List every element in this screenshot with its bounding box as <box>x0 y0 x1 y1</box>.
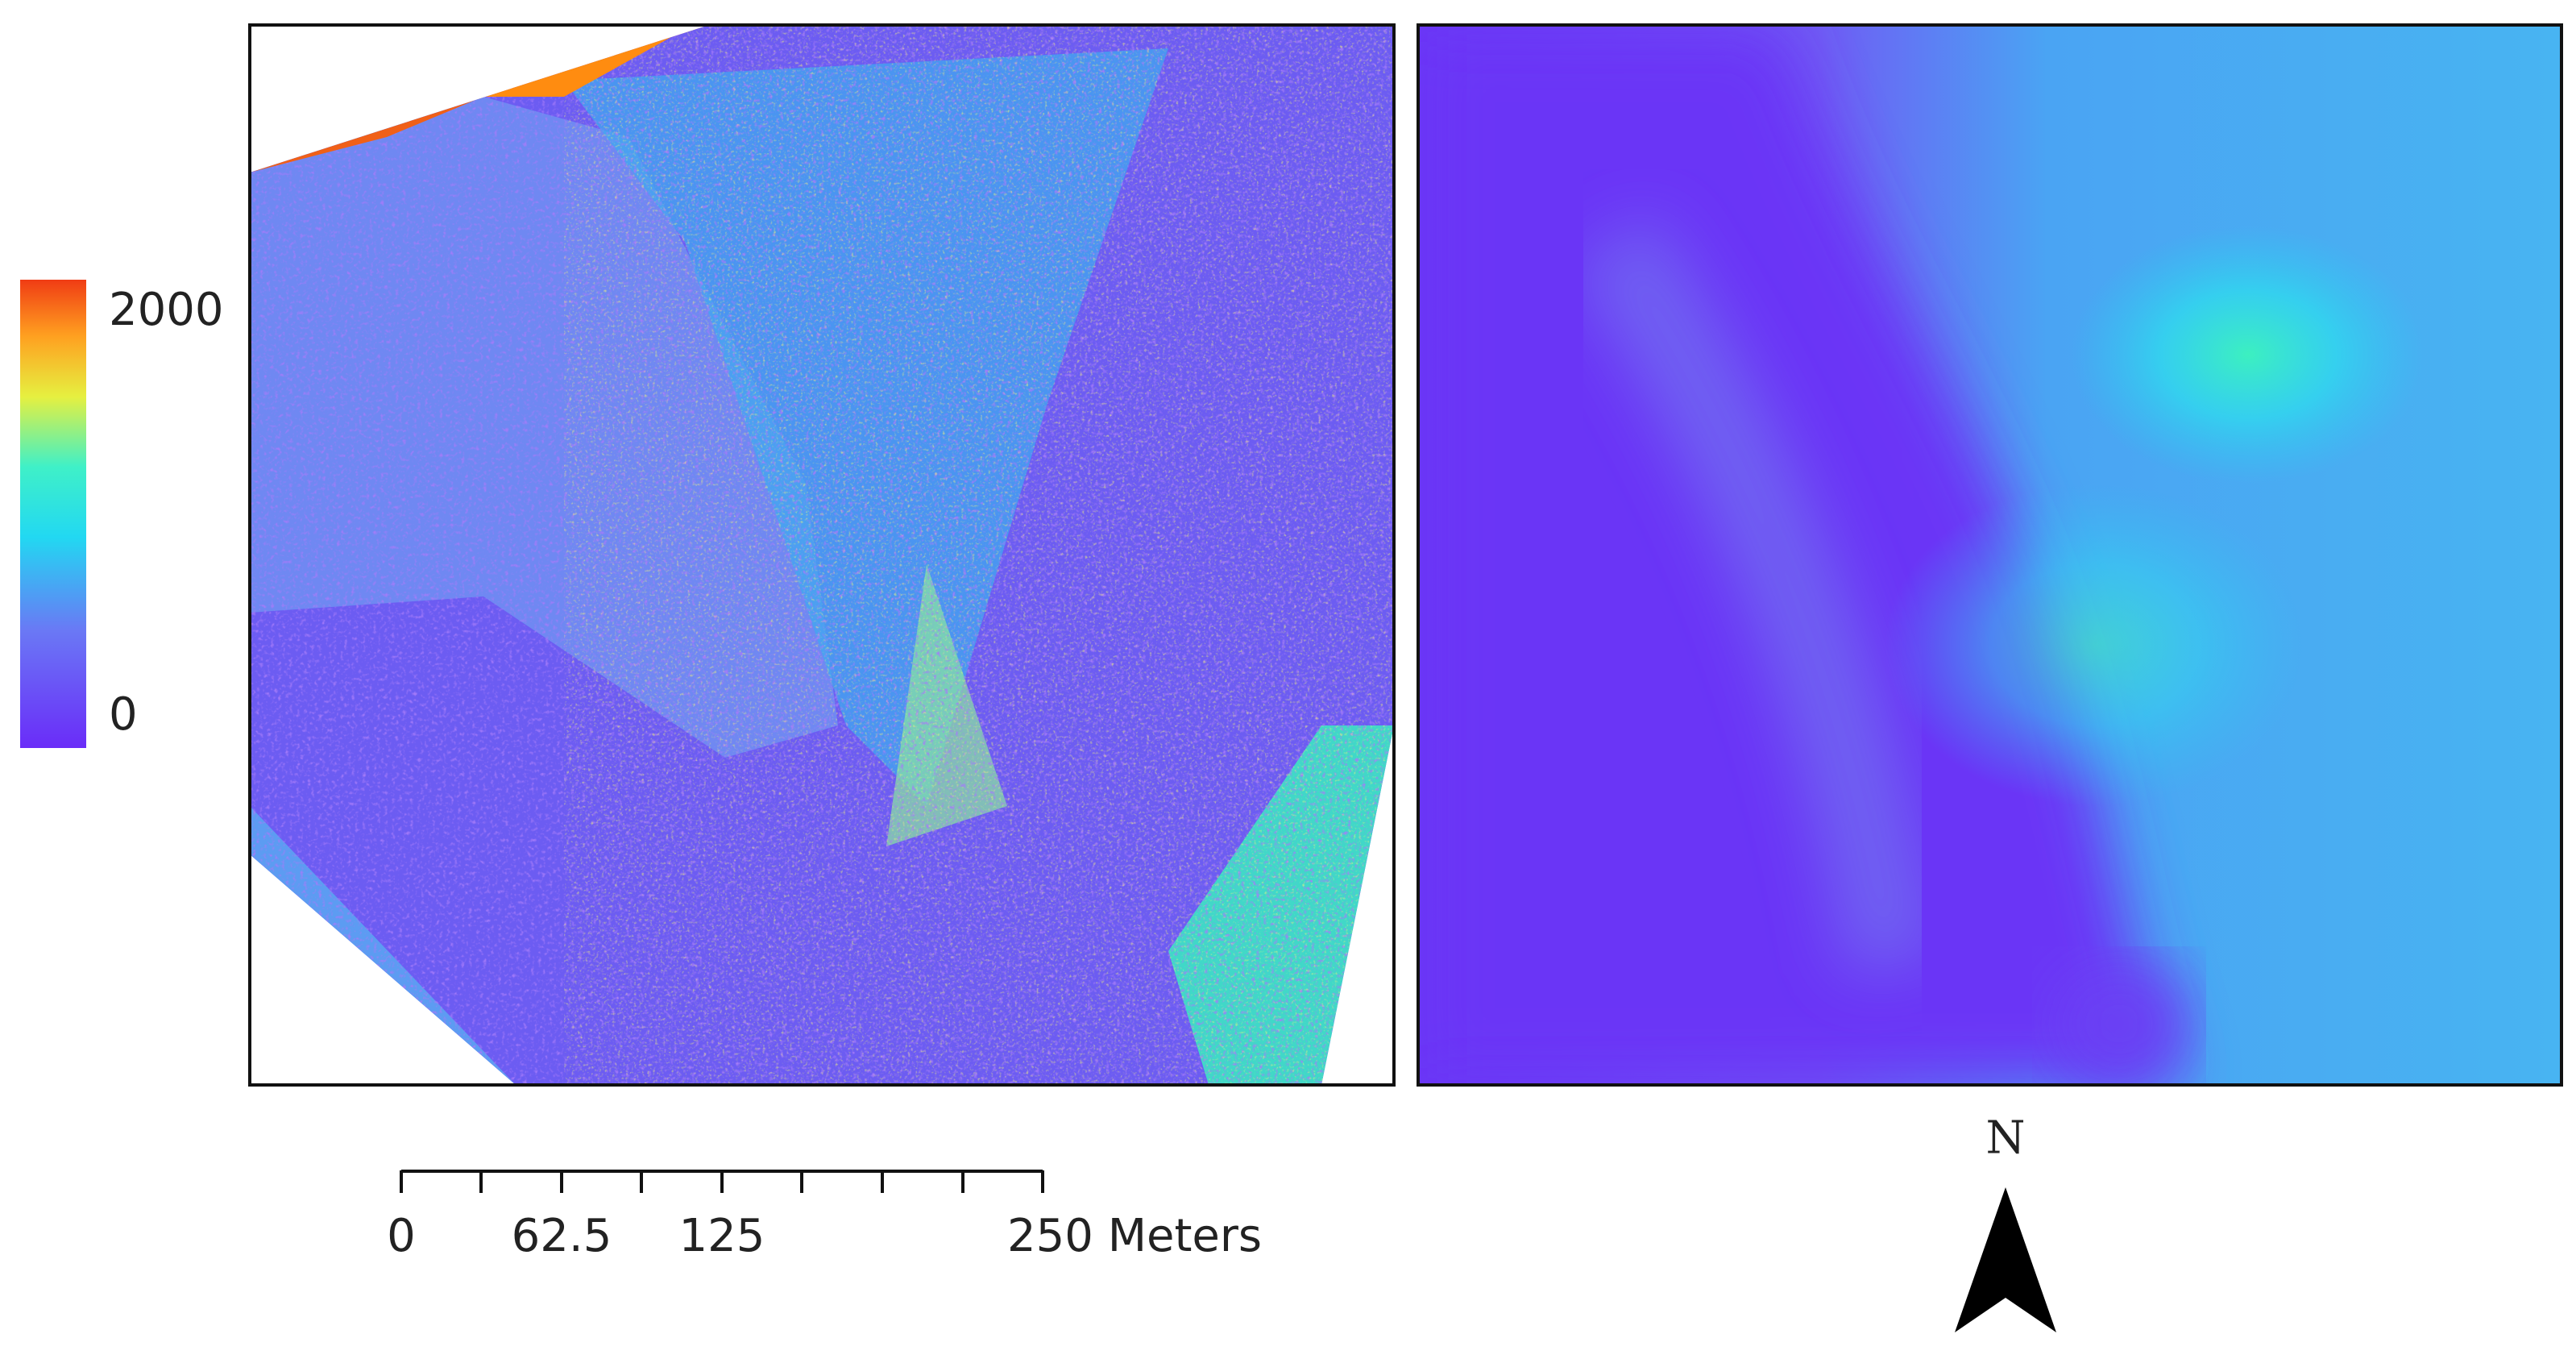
scale-label: 62.5 <box>512 1210 612 1262</box>
legend-min-label: 0 <box>109 688 138 741</box>
legend-max-label: 2000 <box>109 284 224 336</box>
right-map <box>1417 23 2563 1087</box>
scale-label: 125 <box>679 1210 765 1262</box>
color-bar <box>20 280 86 748</box>
north-arrow: N <box>1955 1112 2056 1332</box>
legend: 2000 0 <box>20 280 224 748</box>
left-map <box>248 23 1396 1087</box>
north-label: N <box>1986 1112 2026 1165</box>
scale-label: 250 Meters <box>1007 1210 1262 1262</box>
scale-label: 0 <box>387 1210 416 1262</box>
scale-bar <box>400 1170 1044 1193</box>
